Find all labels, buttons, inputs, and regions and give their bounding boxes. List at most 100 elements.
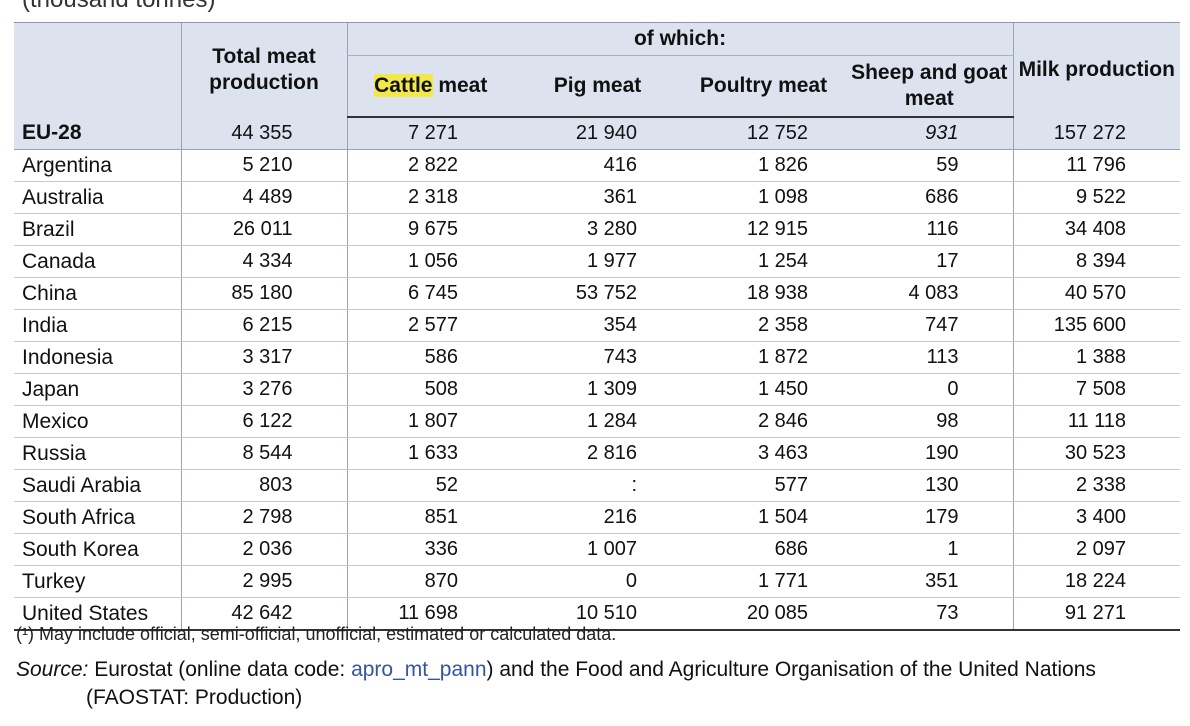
search-highlight: Cattle [374, 74, 433, 97]
cell-milk-production: 34 408 [1012, 213, 1181, 246]
table-row: Saudi Arabia 803 52:577 130 2 338 [14, 469, 1181, 502]
cell-poultry-meat: 577 [681, 469, 846, 502]
cell-total-meat: 4 334 [180, 245, 347, 278]
cell-poultry-meat: 686 [681, 533, 846, 566]
header-cattle-meat: Cattle meat [346, 55, 514, 118]
cell-cattle-meat: 11 698 [346, 597, 514, 631]
cell-cattle-meat: 870 [346, 565, 514, 598]
cell-country: Argentina [14, 149, 181, 182]
cell-pig-meat: 1 007 [514, 533, 681, 566]
cell-total-meat: 44 355 [180, 117, 347, 150]
cell-total-meat: 4 489 [180, 181, 347, 214]
cell-cattle-meat: 2 318 [346, 181, 514, 214]
cell-poultry-meat: 1 872 [681, 341, 846, 374]
cell-country: Indonesia [14, 341, 181, 374]
cell-sheep-goat-meat: 931 [846, 117, 1014, 150]
cell-milk-production: 2 097 [1012, 533, 1181, 566]
cell-total-meat: 26 011 [180, 213, 347, 246]
cell-sheep-goat-meat: 747 [846, 309, 1014, 342]
cell-country: Saudi Arabia [14, 469, 181, 502]
table-row: Turkey 2 995 870 0 1 771 351 18 224 [14, 565, 1181, 598]
header-of-which: of which: [346, 22, 1014, 56]
cell-country: South Africa [14, 501, 181, 534]
cell-milk-production: 7 508 [1012, 373, 1181, 406]
cell-pig-meat: 53 752 [514, 277, 681, 310]
table-row: Indonesia 3 317 586 743 1 872 113 1 388 [14, 341, 1181, 374]
cell-country: Australia [14, 181, 181, 214]
cell-total-meat: 2 798 [180, 501, 347, 534]
cell-country: Brazil [14, 213, 181, 246]
cell-country: Turkey [14, 565, 181, 598]
cell-pig-meat: 0 [514, 565, 681, 598]
cell-sheep-goat-meat: 1 [846, 533, 1014, 566]
table-row: Japan 3 276 508 1 309 1 450 0 7 508 [14, 373, 1181, 406]
table-row: Australia 4 489 2 318 361 1 098 686 9 522 [14, 181, 1181, 214]
cell-sheep-goat-meat: 17 [846, 245, 1014, 278]
source-note: Source: Eurostat (online data code: apro… [16, 656, 1166, 712]
cell-cattle-meat: 2 822 [346, 149, 514, 182]
cell-pig-meat: 216 [514, 501, 681, 534]
cell-total-meat: 42 642 [180, 597, 347, 631]
cell-sheep-goat-meat: 190 [846, 437, 1014, 470]
header-corner [14, 22, 181, 117]
table-body: EU-28 44 355 7 271 21 940 12 752 931 157 272 Ar… [14, 117, 1181, 631]
cell-country: Mexico [14, 405, 181, 438]
cell-poultry-meat: 1 504 [681, 501, 846, 534]
cell-pig-meat: 743 [514, 341, 681, 374]
cell-total-meat: 6 215 [180, 309, 347, 342]
cell-sheep-goat-meat: 179 [846, 501, 1014, 534]
cell-poultry-meat: 2 846 [681, 405, 846, 438]
cell-country: Russia [14, 437, 181, 470]
cell-cattle-meat: 1 807 [346, 405, 514, 438]
cell-poultry-meat: 2 358 [681, 309, 846, 342]
cell-total-meat: 3 317 [180, 341, 347, 374]
cell-milk-production: 30 523 [1012, 437, 1181, 470]
cell-milk-production: 11 118 [1012, 405, 1181, 438]
cell-poultry-meat: 18 938 [681, 277, 846, 310]
header-pig-meat: Pig meat [514, 55, 681, 118]
cell-poultry-meat: 12 915 [681, 213, 846, 246]
cell-sheep-goat-meat: 116 [846, 213, 1014, 246]
cell-total-meat: 803 [180, 469, 347, 502]
cell-cattle-meat: 1 056 [346, 245, 514, 278]
cell-total-meat: 5 210 [180, 149, 347, 182]
cell-sheep-goat-meat: 113 [846, 341, 1014, 374]
cell-poultry-meat: 1 450 [681, 373, 846, 406]
cell-poultry-meat: 3 463 [681, 437, 846, 470]
cell-country: South Korea [14, 533, 181, 566]
cell-pig-meat: 10 510 [514, 597, 681, 631]
cell-milk-production: 157 272 [1012, 117, 1181, 150]
cell-milk-production: 8 394 [1012, 245, 1181, 278]
table-row: EU-28 44 355 7 271 21 940 12 752 931 157 272 [14, 117, 1181, 150]
header-poultry-meat: Poultry meat [681, 55, 846, 118]
table-row: Argentina 5 210 2 822 416 1 826 59 11 796 [14, 149, 1181, 182]
cell-poultry-meat: 20 085 [681, 597, 846, 631]
cell-milk-production: 91 271 [1012, 597, 1181, 631]
cell-pig-meat: 1 309 [514, 373, 681, 406]
table-row: United States 42 642 11 698 10 510 20 085 73 9… [14, 597, 1181, 631]
cell-country: Japan [14, 373, 181, 406]
cell-milk-production: 18 224 [1012, 565, 1181, 598]
source-label: Source: [16, 658, 89, 681]
cell-pig-meat: 1 284 [514, 405, 681, 438]
cell-poultry-meat: 1 098 [681, 181, 846, 214]
cell-total-meat: 3 276 [180, 373, 347, 406]
cell-pig-meat: : [514, 469, 681, 502]
cell-total-meat: 6 122 [180, 405, 347, 438]
cell-sheep-goat-meat: 59 [846, 149, 1014, 182]
cell-total-meat: 8 544 [180, 437, 347, 470]
cell-poultry-meat: 12 752 [681, 117, 846, 150]
cell-cattle-meat: 851 [346, 501, 514, 534]
table-row: South Korea 2 036 336 1 007 686 1 2 097 [14, 533, 1181, 566]
header-total-meat: Total meat production [180, 22, 347, 117]
cell-cattle-meat: 336 [346, 533, 514, 566]
footnote-text: May include official, semi-official, uno… [39, 624, 617, 644]
cell-sheep-goat-meat: 686 [846, 181, 1014, 214]
header-sheep-goat-meat: Sheep and goat meat [846, 55, 1014, 118]
cell-pig-meat: 2 816 [514, 437, 681, 470]
table-row: India 6 215 2 577 354 2 358 747 135 600 [14, 309, 1181, 342]
table-row: South Africa 2 798 851 216 1 504 179 3 400 [14, 501, 1181, 534]
cell-cattle-meat: 1 633 [346, 437, 514, 470]
source-data-link[interactable]: apro_mt_pann [351, 658, 487, 681]
cell-cattle-meat: 586 [346, 341, 514, 374]
